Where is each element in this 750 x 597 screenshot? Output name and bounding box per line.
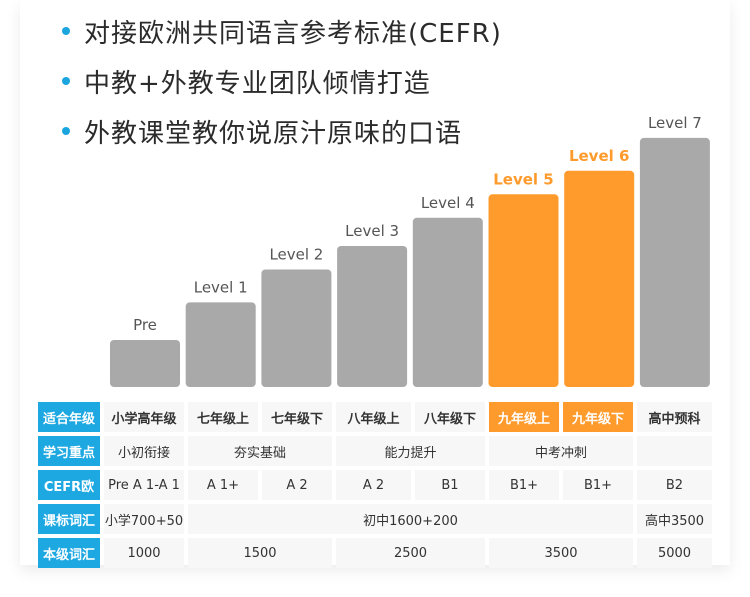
focus-cell — [637, 436, 712, 466]
level-bar — [488, 194, 559, 387]
grade-cell-highlighted: 九年级上 — [489, 402, 559, 432]
row-header-level-vocab: 本级词汇 — [38, 538, 100, 568]
level-bar — [185, 302, 256, 387]
grade-cell: 七年级下 — [262, 402, 332, 432]
grade-cell: 八年级上 — [336, 402, 411, 432]
level-bar — [110, 340, 180, 387]
bullet-dot-icon — [62, 27, 70, 35]
cefr-cell: B2 — [637, 470, 712, 500]
level-bar-label: Level 4 — [421, 194, 475, 212]
grade-cell: 七年级上 — [188, 402, 258, 432]
bullet-dot-icon — [62, 127, 70, 135]
cefr-cell: B1+ — [563, 470, 633, 500]
cefr-cell: B1+ — [489, 470, 559, 500]
cefr-cell: Pre A 1-A 1 — [104, 470, 184, 500]
syllabus-vocab-cell: 小学700+50 — [104, 504, 184, 534]
cefr-cell: A 2 — [336, 470, 411, 500]
row-header-syllabus-vocab: 课标词汇 — [38, 504, 100, 534]
level-vocab-cell: 3500 — [489, 538, 633, 568]
level-bar — [564, 170, 635, 387]
level-bar — [261, 269, 332, 387]
level-table: 适合年级 小学高年级 七年级上 七年级下 八年级上 八年级下 九年级上 九年级下… — [38, 402, 712, 568]
row-header-grade: 适合年级 — [38, 402, 100, 432]
level-bar-label: Level 1 — [194, 278, 248, 296]
feature-item: 中教+外教专业团队倾情打造 — [62, 56, 502, 106]
level-bar-label: Level 5 — [493, 170, 553, 188]
level-bar — [639, 137, 710, 387]
focus-cell: 中考冲刺 — [489, 436, 633, 466]
grade-cell: 小学高年级 — [104, 402, 184, 432]
level-bar — [412, 217, 483, 387]
focus-cell: 能力提升 — [336, 436, 485, 466]
cefr-cell: B1 — [415, 470, 485, 500]
syllabus-vocab-cell: 初中1600+200 — [188, 504, 633, 534]
feature-text: 对接欧洲共同语言参考标准(CEFR) — [84, 18, 502, 49]
level-bar-label: Level 7 — [648, 114, 702, 132]
level-bar-chart: Pre Level 1 Level 2 Level 3 Level 4 Level 5 Le… — [110, 114, 710, 387]
grade-cell-highlighted: 九年级下 — [563, 402, 633, 432]
focus-cell: 小初衔接 — [104, 436, 184, 466]
feature-list: 对接欧洲共同语言参考标准(CEFR) 中教+外教专业团队倾情打造 外教课堂教你说… — [62, 6, 502, 156]
cefr-cell: A 1+ — [188, 470, 258, 500]
level-bar — [337, 246, 408, 387]
level-vocab-cell: 1500 — [188, 538, 332, 568]
level-bar-label: Level 6 — [569, 147, 629, 165]
feature-item: 外教课堂教你说原汁原味的口语 — [62, 106, 502, 156]
row-header-cefr: CEFR欧 — [38, 470, 100, 500]
bullet-dot-icon — [62, 77, 70, 85]
focus-cell: 夯实基础 — [188, 436, 332, 466]
feature-text: 中教+外教专业团队倾情打造 — [84, 68, 431, 99]
level-bar-label: Level 3 — [345, 222, 399, 240]
feature-text: 外教课堂教你说原汁原味的口语 — [84, 118, 463, 149]
level-vocab-cell: 1000 — [104, 538, 184, 568]
cefr-cell: A 2 — [262, 470, 332, 500]
feature-item: 对接欧洲共同语言参考标准(CEFR) — [62, 6, 502, 56]
syllabus-vocab-cell: 高中3500 — [637, 504, 712, 534]
level-bar-label: Pre — [133, 316, 157, 334]
grade-cell: 高中预科 — [637, 402, 712, 432]
level-bar-label: Level 2 — [269, 246, 323, 264]
grade-cell: 八年级下 — [415, 402, 485, 432]
level-vocab-cell: 2500 — [336, 538, 485, 568]
row-header-focus: 学习重点 — [38, 436, 100, 466]
level-vocab-cell: 5000 — [637, 538, 712, 568]
